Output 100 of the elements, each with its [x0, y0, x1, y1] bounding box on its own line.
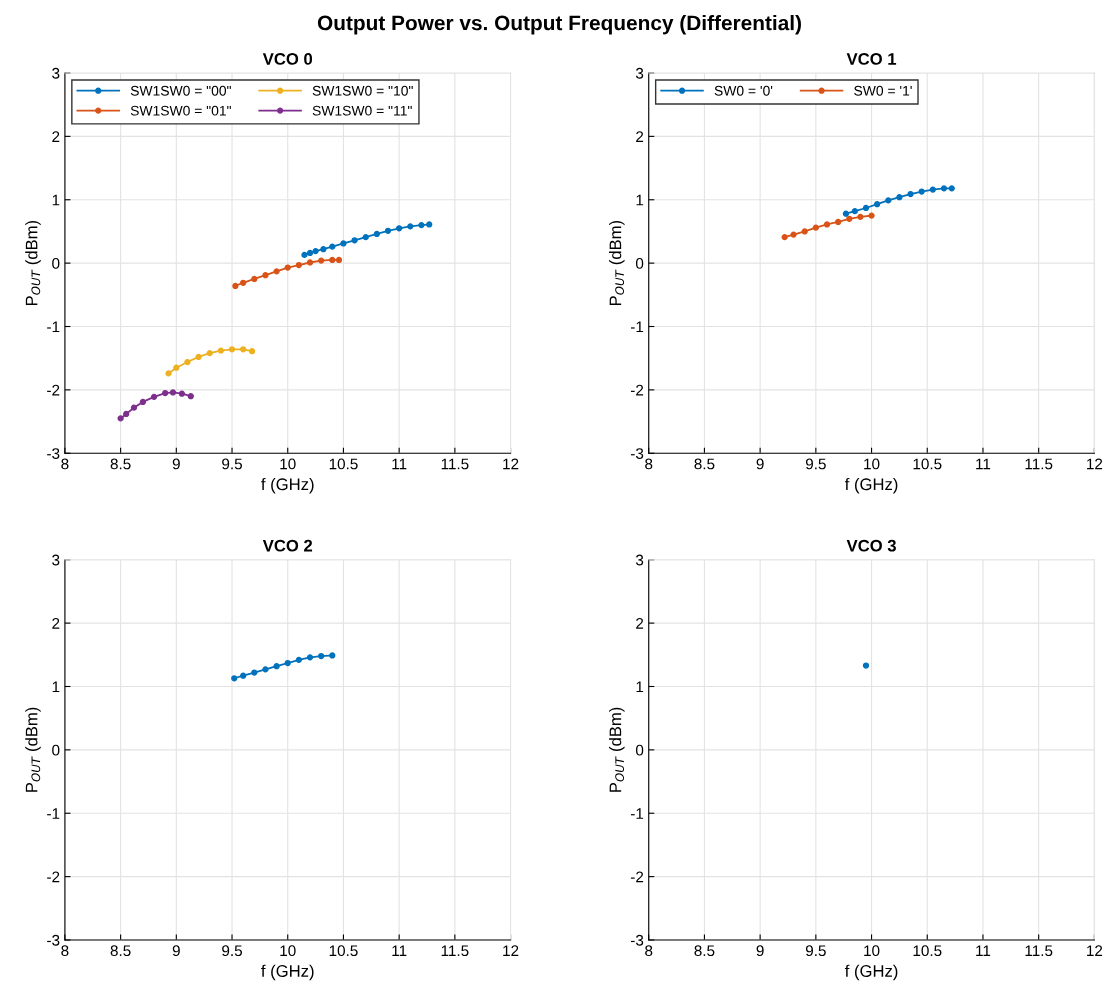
- x-tick-label: 11.5: [441, 945, 469, 957]
- x-tick-label: 10.5: [329, 945, 358, 957]
- point: [228, 346, 236, 353]
- x-tick-label: 9.5: [805, 458, 826, 470]
- x-tick-label: 12: [1087, 945, 1103, 956]
- point: [329, 652, 336, 659]
- x-tick-label: 10: [280, 945, 296, 957]
- point: [318, 257, 325, 264]
- point: [426, 221, 433, 228]
- x-tick-label: 10.5: [913, 945, 942, 957]
- point: [251, 275, 258, 283]
- x-tick-label: 11: [976, 458, 991, 470]
- y-axis-title: P$_{OUT}$ (dBm): [609, 707, 625, 792]
- point: [418, 221, 425, 229]
- point: [306, 259, 314, 266]
- y-tick-label: 2: [636, 131, 644, 142]
- point: [117, 415, 124, 422]
- y-tick-label: -1: [47, 808, 60, 819]
- x-tick-label: 11.5: [1025, 458, 1053, 470]
- x-tick-label: 8.5: [694, 458, 715, 470]
- y-tick-label: 3: [635, 554, 644, 566]
- y-tick-label: 1: [52, 681, 60, 693]
- point: [384, 227, 392, 234]
- x-tick-label: 9.5: [805, 945, 826, 957]
- x-tick-label: 8: [645, 458, 653, 470]
- point: [130, 404, 138, 411]
- x-tick-label: 11: [976, 945, 991, 956]
- x-tick-label: 9: [756, 945, 764, 957]
- y-tick-label: -3: [47, 934, 60, 946]
- point: [312, 247, 319, 255]
- x-tick-label: 8: [645, 945, 653, 957]
- x-tick-label: 8.5: [110, 945, 131, 957]
- point: [206, 350, 213, 357]
- chart-title: VCO 2: [262, 539, 313, 552]
- y-tick-label: 2: [52, 131, 60, 142]
- y-tick-label: 3: [52, 67, 60, 79]
- point: [373, 230, 380, 238]
- point: [273, 268, 280, 275]
- legend-label: SW1SW0 = "11": [312, 105, 412, 116]
- point: [251, 669, 258, 676]
- y-tick-label: -2: [630, 871, 644, 883]
- point: [885, 197, 892, 204]
- x-tick-label: 9: [172, 945, 180, 957]
- point: [232, 282, 239, 290]
- y-tick-label: 0: [635, 258, 644, 269]
- point: [165, 370, 172, 377]
- y-tick-label: -3: [47, 448, 60, 459]
- point: [178, 390, 186, 397]
- point: [929, 186, 936, 193]
- x-tick-label: 10: [280, 458, 296, 470]
- x-tick-label: 8: [61, 458, 69, 470]
- y-tick-label: -2: [47, 871, 60, 883]
- point: [835, 218, 842, 226]
- point: [320, 246, 327, 253]
- y-tick-label: -3: [630, 934, 644, 946]
- legend-label: SW1SW0 = "10": [312, 85, 413, 96]
- chart-title: VCO 0: [262, 53, 313, 65]
- legend-label: SW0 = '1': [854, 85, 912, 96]
- point: [351, 237, 358, 244]
- y-tick-label: -1: [630, 321, 644, 333]
- y-tick-label: -2: [47, 384, 60, 396]
- point: [262, 272, 269, 279]
- legend-label: SW1SW0 = "01": [130, 105, 231, 116]
- x-tick-label: 11.5: [1025, 945, 1053, 957]
- point: [862, 204, 870, 212]
- point: [335, 256, 343, 264]
- legend-label: SW1SW0 = "00": [130, 85, 231, 96]
- x-tick-label: 8.5: [694, 945, 715, 957]
- point: [240, 672, 247, 679]
- point: [306, 249, 314, 257]
- point: [150, 393, 158, 400]
- x-tick-label: 8.5: [110, 458, 131, 470]
- x-tick-label: 8: [61, 945, 69, 957]
- point: [846, 215, 853, 222]
- point: [295, 261, 303, 269]
- y-axis-title: P$_{OUT}$ (dBm): [609, 220, 625, 306]
- point: [231, 675, 238, 682]
- y-tick-label: 1: [636, 194, 644, 206]
- point: [857, 213, 864, 220]
- y-axis-title: P$_{OUT}$ (dBm): [25, 707, 41, 792]
- point: [284, 264, 291, 271]
- x-tick-label: 9.5: [222, 458, 242, 470]
- y-tick-label: -1: [630, 808, 644, 819]
- x-axis-title: f (GHz): [844, 477, 898, 494]
- point: [187, 393, 194, 400]
- point: [851, 208, 858, 215]
- point: [173, 364, 180, 371]
- point: [801, 228, 808, 235]
- text: Output Power vs. Output Frequency (Differential): [317, 15, 801, 35]
- point: [262, 666, 269, 673]
- x-tick-label: 9: [172, 458, 180, 470]
- x-tick-label: 9.5: [222, 945, 242, 957]
- legend-label: SW0 = '0': [714, 85, 773, 96]
- point: [907, 190, 914, 198]
- y-tick-label: 3: [635, 67, 644, 79]
- point: [301, 251, 308, 259]
- point: [306, 654, 314, 661]
- y-axis-title: P$_{OUT}$ (dBm): [25, 220, 41, 306]
- point: [195, 353, 202, 361]
- y-tick-label: 1: [52, 194, 60, 206]
